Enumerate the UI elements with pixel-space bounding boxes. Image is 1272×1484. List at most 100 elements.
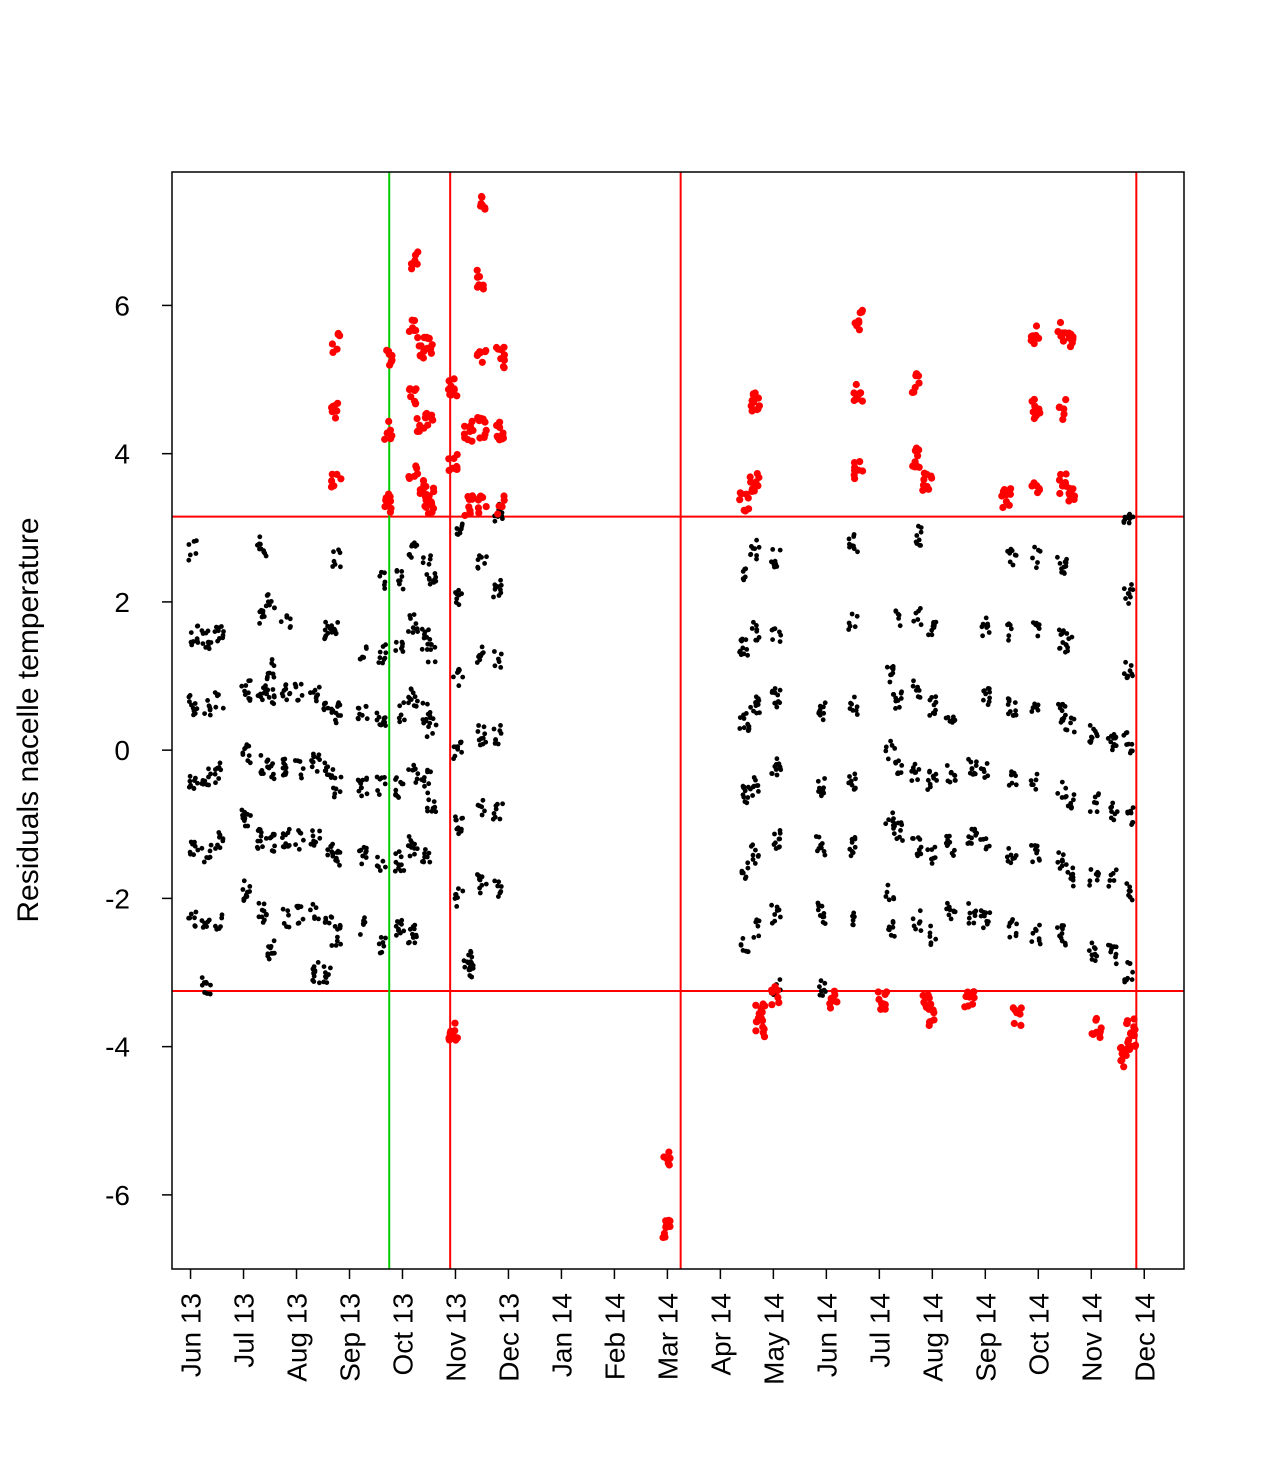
data-point <box>329 915 335 920</box>
data-point <box>1122 977 1127 983</box>
data-point <box>242 809 248 815</box>
data-point <box>200 925 206 930</box>
data-point <box>1062 940 1068 946</box>
data-point <box>216 776 222 781</box>
data-point <box>743 637 749 643</box>
data-point <box>416 352 424 360</box>
data-point <box>410 924 416 930</box>
data-point <box>1113 735 1118 741</box>
data-point <box>432 804 438 810</box>
data-point <box>207 991 213 997</box>
data-point <box>898 770 904 775</box>
data-point <box>475 564 481 570</box>
data-point <box>852 844 858 850</box>
data-point <box>423 847 428 852</box>
data-point <box>376 941 382 947</box>
data-point <box>377 649 383 655</box>
data-point <box>424 572 430 577</box>
data-point <box>311 754 317 760</box>
data-point <box>1032 482 1040 490</box>
data-point <box>917 919 923 924</box>
data-point <box>498 665 504 670</box>
data-point <box>456 587 461 593</box>
data-point <box>1002 498 1011 506</box>
data-point <box>324 980 330 985</box>
data-point <box>916 767 922 772</box>
data-point <box>774 704 780 710</box>
data-point <box>918 622 924 628</box>
data-point <box>269 848 275 854</box>
data-point <box>257 621 262 626</box>
data-point <box>947 833 952 839</box>
data-point <box>742 788 748 794</box>
data-point <box>933 694 939 700</box>
data-point <box>497 433 505 441</box>
data-point <box>328 340 336 348</box>
data-point <box>984 761 990 766</box>
data-point <box>411 612 417 617</box>
data-point <box>492 518 498 524</box>
data-point <box>213 780 218 786</box>
data-point <box>899 763 905 768</box>
data-point <box>826 1004 835 1012</box>
data-point <box>240 750 246 756</box>
data-point <box>850 922 856 928</box>
data-point <box>1007 934 1013 940</box>
data-point <box>740 783 746 789</box>
data-point <box>1086 948 1092 953</box>
data-point <box>414 934 419 940</box>
data-point <box>467 973 473 978</box>
data-point <box>890 666 896 672</box>
data-point <box>191 712 196 718</box>
data-point <box>374 774 380 780</box>
data-point <box>247 696 253 702</box>
data-point <box>751 708 756 714</box>
data-point <box>816 710 822 716</box>
data-point <box>886 817 891 823</box>
data-point <box>330 767 336 772</box>
data-point <box>308 907 313 913</box>
data-point <box>334 850 340 855</box>
data-point <box>242 688 248 694</box>
x-tick-label: Feb 14 <box>599 1293 630 1380</box>
data-point <box>381 719 386 725</box>
data-point <box>914 533 920 538</box>
data-point <box>309 764 315 770</box>
data-point <box>772 686 778 691</box>
data-point <box>818 978 824 984</box>
data-point <box>296 920 302 926</box>
data-point <box>978 913 984 919</box>
data-point <box>920 475 928 483</box>
data-point <box>393 648 399 653</box>
data-point <box>1060 410 1068 418</box>
data-point <box>330 482 338 490</box>
data-point <box>833 998 841 1006</box>
data-point <box>858 397 867 405</box>
data-point <box>482 808 487 814</box>
data-point <box>453 600 459 605</box>
data-point <box>851 475 859 483</box>
data-point <box>413 470 422 478</box>
data-point <box>753 694 759 700</box>
data-point <box>986 686 992 692</box>
data-point <box>945 715 951 720</box>
data-point <box>308 841 314 847</box>
data-point <box>1126 591 1132 597</box>
data-point <box>479 644 485 650</box>
data-point <box>314 769 320 774</box>
data-point <box>1059 569 1064 575</box>
data-point <box>414 542 420 548</box>
y-tick-label: 2 <box>114 587 130 618</box>
data-point <box>208 771 214 777</box>
data-point <box>205 698 211 703</box>
data-point <box>271 938 277 944</box>
data-point <box>267 835 273 841</box>
data-point <box>328 775 334 780</box>
data-point <box>1063 785 1069 791</box>
data-point <box>884 664 890 670</box>
data-point <box>1059 779 1065 785</box>
data-point <box>272 950 277 956</box>
y-tick-label: 6 <box>114 290 130 321</box>
data-point <box>1064 631 1070 636</box>
data-point <box>300 766 306 771</box>
